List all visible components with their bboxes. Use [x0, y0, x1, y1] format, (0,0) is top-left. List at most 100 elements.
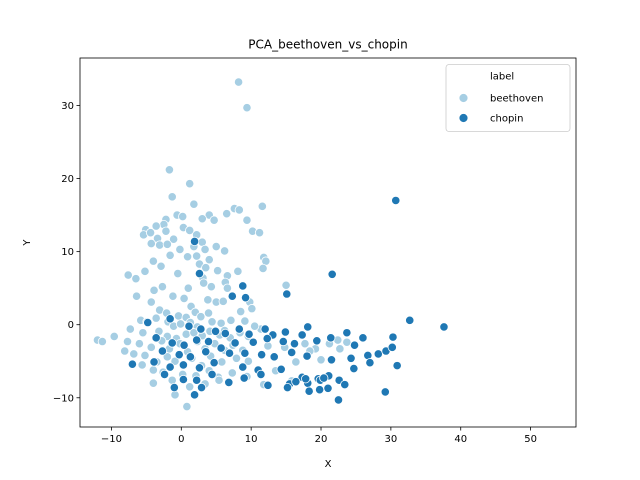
data-point-beethoven — [145, 228, 156, 238]
data-point-chopin — [260, 324, 270, 334]
data-point-chopin — [312, 336, 322, 346]
data-point-beethoven — [109, 331, 119, 341]
data-point-beethoven — [146, 297, 156, 307]
data-point-chopin — [291, 377, 301, 387]
data-point-beethoven — [170, 356, 180, 366]
data-point-beethoven — [168, 291, 178, 301]
data-point-chopin — [244, 329, 254, 339]
data-point-beethoven — [258, 263, 268, 274]
data-point-beethoven — [185, 179, 195, 189]
points-layer — [92, 77, 449, 412]
data-point-chopin — [196, 382, 207, 393]
data-point-chopin — [189, 236, 200, 246]
data-point-beethoven — [222, 283, 232, 293]
data-point-chopin — [224, 348, 235, 358]
data-point-beethoven — [236, 306, 246, 317]
data-point-chopin — [220, 328, 230, 339]
data-point-beethoven — [217, 357, 227, 367]
data-point-beethoven — [211, 241, 221, 252]
data-point-beethoven — [120, 346, 130, 356]
data-point-chopin — [224, 377, 234, 388]
data-point-chopin — [240, 348, 250, 358]
chart-title: PCA_beethoven_vs_chopin — [248, 38, 407, 52]
data-point-beethoven — [281, 280, 291, 290]
data-point-beethoven — [157, 282, 168, 292]
data-point-beethoven — [167, 192, 177, 202]
data-point-chopin — [289, 339, 300, 349]
data-point-beethoven — [173, 268, 183, 279]
data-point-beethoven — [175, 244, 185, 255]
data-point-beethoven — [227, 368, 237, 378]
data-point-beethoven — [146, 342, 156, 352]
data-point-chopin — [269, 352, 279, 362]
data-point-chopin — [276, 364, 286, 374]
data-point-chopin — [192, 335, 202, 345]
data-point-beethoven — [182, 252, 193, 262]
data-point-chopin — [165, 314, 175, 324]
data-point-chopin — [282, 382, 293, 393]
data-point-beethoven — [242, 103, 252, 113]
data-point-chopin — [238, 362, 248, 372]
data-point-beethoven — [200, 244, 210, 255]
data-point-chopin — [189, 390, 200, 400]
data-point-beethoven — [209, 215, 219, 225]
data-point-chopin — [333, 395, 344, 405]
data-point-chopin — [287, 347, 297, 358]
data-point-beethoven — [140, 350, 150, 360]
data-point-chopin — [349, 340, 360, 350]
data-point-beethoven — [218, 296, 228, 306]
data-point-beethoven — [216, 318, 226, 328]
data-point-beethoven — [335, 344, 345, 354]
data-point-beethoven — [149, 285, 159, 295]
data-point-chopin — [380, 387, 390, 397]
data-point-beethoven — [206, 282, 216, 292]
data-point-beethoven — [213, 266, 223, 276]
data-point-beethoven — [134, 339, 144, 349]
y-tick-label: −10 — [53, 393, 74, 404]
data-point-chopin — [127, 359, 137, 369]
legend-title: label — [490, 72, 514, 83]
data-point-beethoven — [146, 239, 156, 249]
data-point-beethoven — [203, 295, 213, 305]
data-point-chopin — [323, 383, 333, 393]
data-point-beethoven — [164, 165, 175, 175]
data-point-chopin — [388, 332, 398, 342]
data-point-beethoven — [203, 308, 214, 318]
data-point-chopin — [196, 324, 206, 334]
x-tick-label: 20 — [315, 434, 328, 445]
legend: label beethoven chopin — [445, 64, 571, 132]
legend-box — [445, 64, 571, 132]
data-point-beethoven — [162, 239, 172, 249]
y-tick-label: 30 — [61, 101, 74, 112]
data-point-chopin — [297, 330, 307, 340]
x-tick-label: 10 — [245, 434, 258, 445]
data-point-chopin — [240, 293, 251, 303]
data-point-chopin — [209, 358, 219, 368]
data-point-beethoven — [242, 215, 252, 225]
data-point-beethoven — [222, 209, 232, 219]
data-point-beethoven — [123, 270, 133, 280]
data-point-chopin — [203, 336, 214, 347]
data-point-chopin — [387, 342, 397, 352]
data-point-chopin — [165, 362, 175, 372]
data-point-beethoven — [342, 337, 352, 347]
data-point-chopin — [257, 350, 267, 360]
data-point-chopin — [192, 375, 202, 385]
data-point-chopin — [278, 336, 288, 347]
data-point-chopin — [365, 358, 375, 368]
data-point-beethoven — [316, 355, 326, 365]
legend-marker-beethoven — [458, 93, 469, 103]
data-point-beethoven — [178, 211, 188, 222]
x-tick-label: 50 — [524, 434, 537, 445]
data-point-chopin — [302, 351, 312, 361]
data-point-beethoven — [148, 365, 158, 375]
legend-label-chopin: chopin — [490, 114, 523, 125]
data-point-chopin — [280, 327, 290, 337]
data-point-beethoven — [122, 336, 133, 347]
data-point-beethoven — [207, 317, 217, 327]
data-point-beethoven — [125, 324, 135, 334]
data-point-beethoven — [155, 240, 165, 250]
data-point-beethoven — [129, 349, 139, 359]
data-point-chopin — [210, 326, 221, 336]
data-point-chopin — [263, 380, 273, 390]
